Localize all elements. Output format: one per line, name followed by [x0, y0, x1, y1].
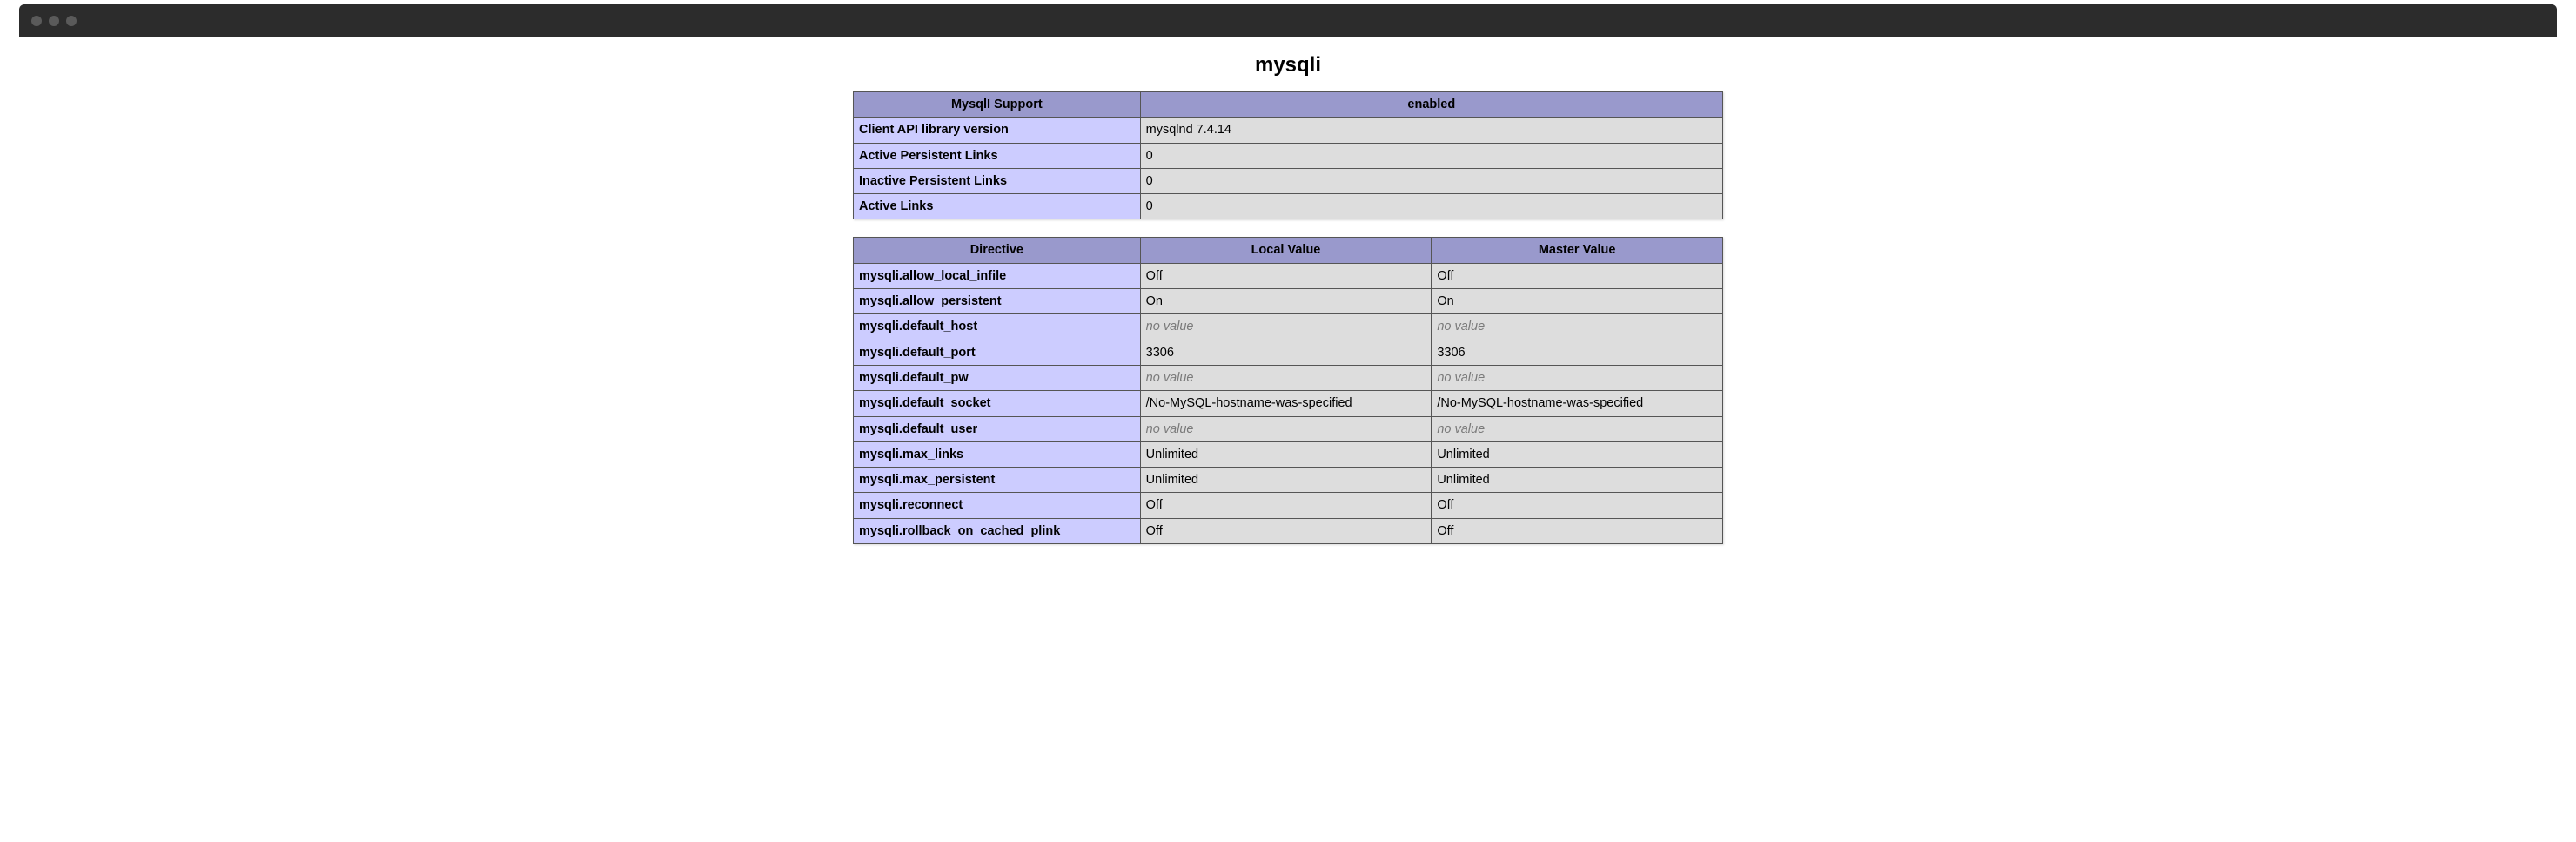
row-value: Off [1140, 518, 1432, 543]
row-value: Off [1140, 493, 1432, 518]
minimize-icon[interactable] [49, 16, 59, 26]
row-directive: mysqli.max_persistent [854, 468, 1141, 493]
row-value: mysqlnd 7.4.14 [1140, 118, 1722, 143]
row-value: 0 [1140, 143, 1722, 168]
row-key: Active Persistent Links [854, 143, 1141, 168]
support-header-left: MysqlI Support [854, 92, 1141, 118]
row-value: Off [1432, 263, 1723, 288]
row-directive: mysqli.allow_local_infile [854, 263, 1141, 288]
no-value-text: no value [1146, 422, 1194, 436]
no-value-text: no value [1437, 320, 1485, 333]
table-row: mysqli.allow_persistentOnOn [854, 289, 1723, 314]
row-value: 3306 [1432, 340, 1723, 365]
row-value: Off [1140, 263, 1432, 288]
row-value: 0 [1140, 168, 1722, 193]
row-value: Unlimited [1432, 441, 1723, 467]
row-directive: mysqli.default_pw [854, 365, 1141, 390]
row-value: /No-MySQL-hostname-was-specified [1432, 391, 1723, 416]
row-directive: mysqli.reconnect [854, 493, 1141, 518]
row-value: no value [1140, 365, 1432, 390]
no-value-text: no value [1437, 371, 1485, 385]
row-directive: mysqli.max_links [854, 441, 1141, 467]
close-icon[interactable] [31, 16, 42, 26]
directives-header-master: Master Value [1432, 238, 1723, 263]
row-value: Unlimited [1140, 441, 1432, 467]
row-directive: mysqli.rollback_on_cached_plink [854, 518, 1141, 543]
no-value-text: no value [1146, 320, 1194, 333]
row-value: On [1140, 289, 1432, 314]
row-value: 0 [1140, 194, 1722, 219]
zoom-icon[interactable] [66, 16, 77, 26]
table-row: mysqli.max_persistentUnlimitedUnlimited [854, 468, 1723, 493]
table-row: mysqli.default_pw no value no value [854, 365, 1723, 390]
window-titlebar [19, 4, 2557, 37]
row-value: no value [1432, 416, 1723, 441]
directives-header-local: Local Value [1140, 238, 1432, 263]
table-row: mysqli.default_socket/No-MySQL-hostname-… [854, 391, 1723, 416]
row-directive: mysqli.default_host [854, 314, 1141, 340]
row-value: Unlimited [1140, 468, 1432, 493]
no-value-text: no value [1146, 371, 1194, 385]
row-value: Off [1432, 518, 1723, 543]
row-key: Client API library version [854, 118, 1141, 143]
table-row: Active Persistent Links0 [854, 143, 1723, 168]
support-table: MysqlI Support enabled Client API librar… [853, 91, 1723, 219]
table-row: mysqli.allow_local_infileOffOff [854, 263, 1723, 288]
table-row: mysqli.default_user no value no value [854, 416, 1723, 441]
phpinfo-content: mysqli MysqlI Support enabled Client API… [853, 37, 1723, 588]
directives-header-directive: Directive [854, 238, 1141, 263]
table-row: mysqli.rollback_on_cached_plinkOffOff [854, 518, 1723, 543]
row-value: Unlimited [1432, 468, 1723, 493]
table-row: mysqli.default_port33063306 [854, 340, 1723, 365]
table-row: mysqli.default_host no value no value [854, 314, 1723, 340]
table-row: Active Links0 [854, 194, 1723, 219]
row-directive: mysqli.default_socket [854, 391, 1141, 416]
row-value: /No-MySQL-hostname-was-specified [1140, 391, 1432, 416]
traffic-lights [31, 16, 77, 26]
table-row: mysqli.max_linksUnlimitedUnlimited [854, 441, 1723, 467]
support-header-row: MysqlI Support enabled [854, 92, 1723, 118]
row-value: 3306 [1140, 340, 1432, 365]
row-value: no value [1140, 416, 1432, 441]
section-title: mysqli [853, 53, 1723, 77]
no-value-text: no value [1437, 422, 1485, 436]
table-row: mysqli.reconnectOffOff [854, 493, 1723, 518]
row-key: Inactive Persistent Links [854, 168, 1141, 193]
row-value: no value [1140, 314, 1432, 340]
table-row: Client API library versionmysqlnd 7.4.14 [854, 118, 1723, 143]
row-value: no value [1432, 365, 1723, 390]
directives-header-row: Directive Local Value Master Value [854, 238, 1723, 263]
row-value: no value [1432, 314, 1723, 340]
row-directive: mysqli.allow_persistent [854, 289, 1141, 314]
row-key: Active Links [854, 194, 1141, 219]
row-directive: mysqli.default_port [854, 340, 1141, 365]
row-value: On [1432, 289, 1723, 314]
table-row: Inactive Persistent Links0 [854, 168, 1723, 193]
row-value: Off [1432, 493, 1723, 518]
directives-table: Directive Local Value Master Value mysql… [853, 237, 1723, 544]
row-directive: mysqli.default_user [854, 416, 1141, 441]
support-header-right: enabled [1140, 92, 1722, 118]
